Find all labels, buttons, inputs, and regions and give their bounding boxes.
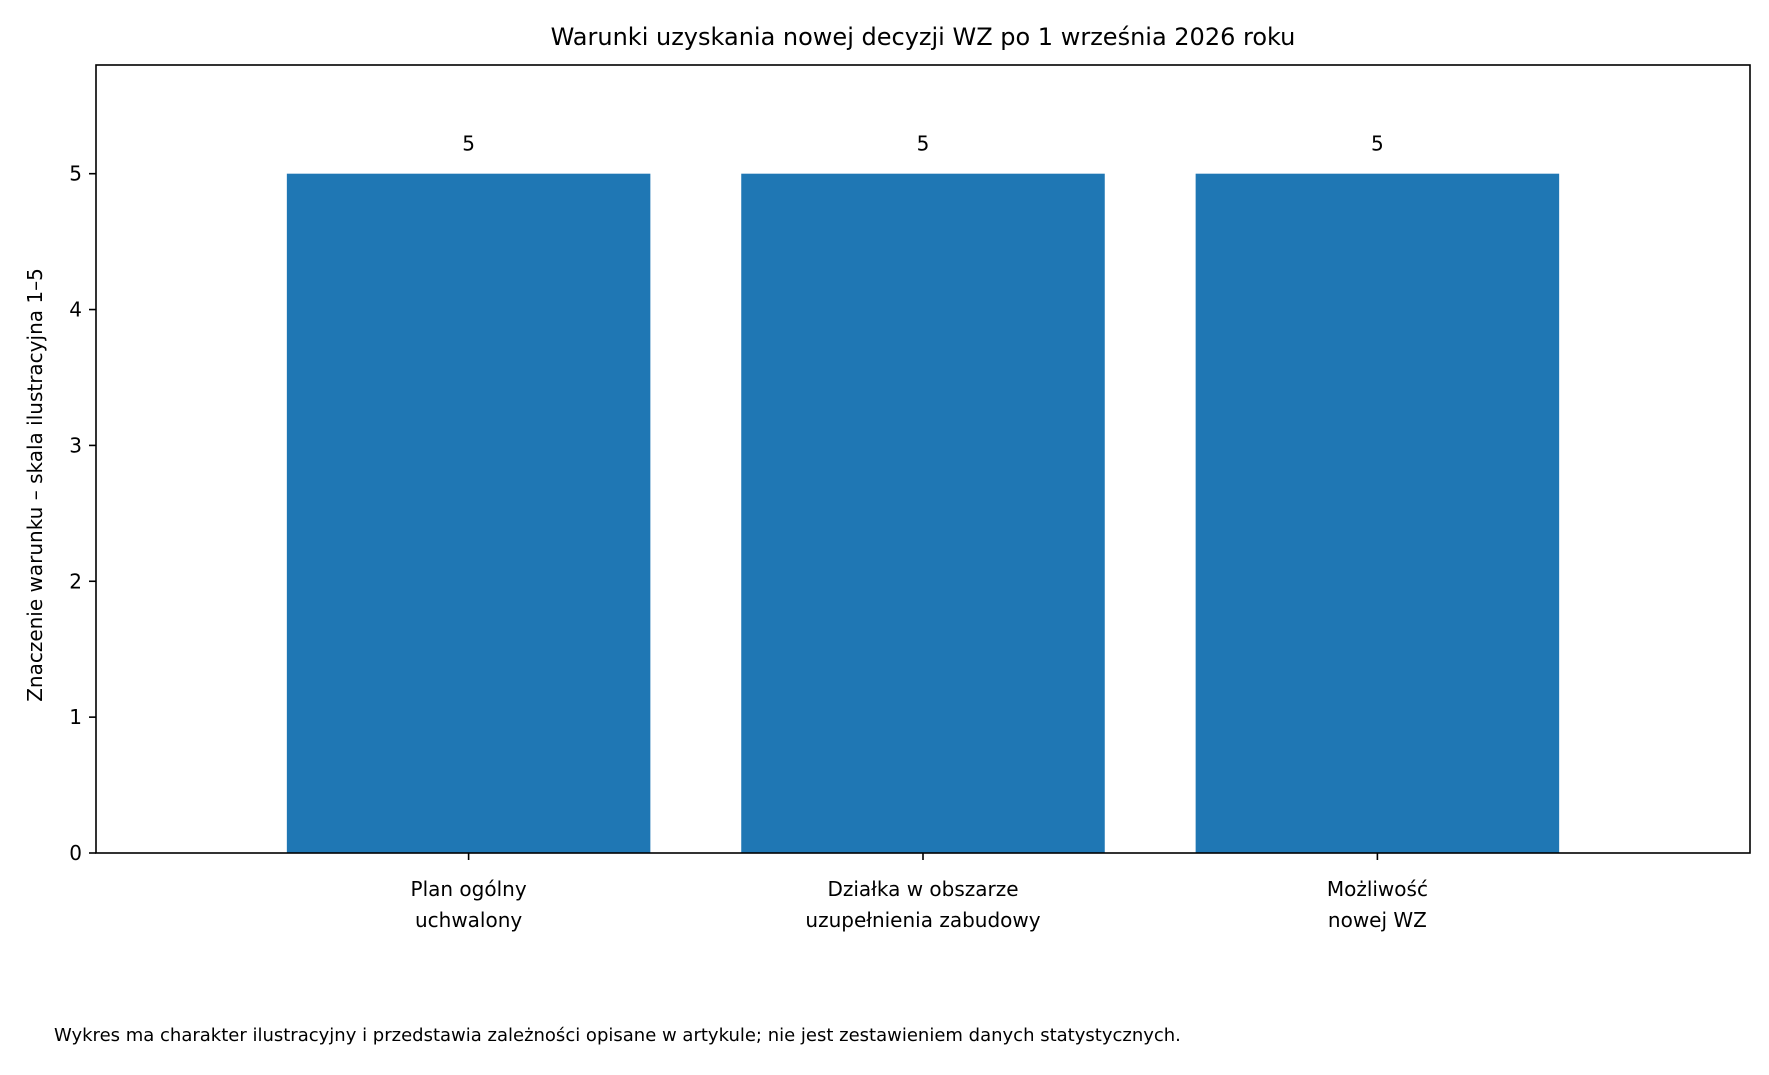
y-tick-label-5: 5 — [69, 162, 82, 186]
y-tick-label-3: 3 — [69, 433, 82, 457]
bar-3 — [1195, 173, 1560, 854]
bar-1 — [286, 173, 651, 854]
y-axis-label: Znaczenie warunku – skala ilustracyjna 1… — [23, 268, 47, 702]
x-tick-label-line: Możliwość — [1327, 877, 1428, 901]
data-label-1: 5 — [462, 132, 475, 156]
bar-2 — [741, 173, 1105, 854]
x-tick-label-line: uchwalony — [415, 908, 522, 932]
x-tick-label-line: Plan ogólny — [411, 877, 527, 901]
x-tick-label-line: nowej WZ — [1328, 908, 1427, 932]
data-label-2: 5 — [917, 132, 930, 156]
footnote: Wykres ma charakter ilustracyjny i przed… — [54, 1025, 1181, 1046]
data-label-3: 5 — [1371, 132, 1384, 156]
chart-title: Warunki uzyskania nowej decyzji WZ po 1 … — [551, 23, 1296, 51]
y-tick-label-1: 1 — [69, 705, 82, 729]
x-tick-label-line: Działka w obszarze — [827, 877, 1018, 901]
axes-layer: 0 1 2 3 4 5 Plan ogólny uchwalony Działka w obsz… — [69, 64, 1751, 932]
bars-layer — [286, 173, 1560, 854]
x-tick-label-2: Działka w obszarze uzupełnienia zabudowy — [805, 877, 1040, 932]
data-labels-layer: 5 5 5 — [462, 132, 1384, 156]
y-tick-label-4: 4 — [69, 298, 82, 322]
x-tick-label-1: Plan ogólny uchwalony — [411, 877, 527, 932]
x-tick-label-line: uzupełnienia zabudowy — [805, 908, 1040, 932]
y-tick-label-0: 0 — [69, 841, 82, 865]
x-tick-label-3: Możliwość nowej WZ — [1327, 877, 1428, 932]
y-tick-label-2: 2 — [69, 569, 82, 593]
